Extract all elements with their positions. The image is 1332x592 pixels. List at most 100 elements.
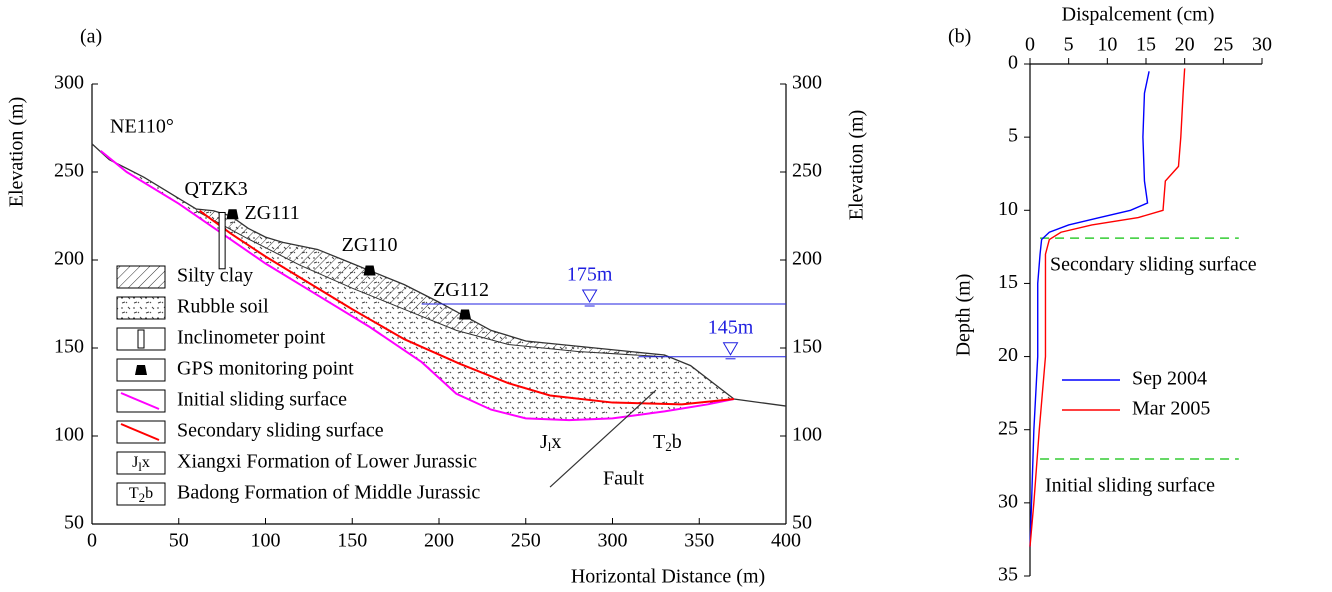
x-tick-label: 30 — [1252, 34, 1272, 56]
formation-symbol: J — [132, 454, 138, 471]
gps-label: ZG111 — [245, 202, 300, 224]
formation-suffix: b — [672, 431, 682, 453]
legend-line — [120, 423, 160, 441]
x-axis-label: Horizontal Distance (m) — [571, 566, 765, 588]
legend-label: Initial sliding surface — [177, 389, 347, 411]
x-tick-label: 5 — [1064, 34, 1074, 56]
x-axis-label: Dispalcement (cm) — [1062, 4, 1215, 26]
formation-suffix: b — [145, 485, 153, 502]
formation-symbol: J — [540, 431, 548, 453]
y-tick-label: 300 — [54, 72, 84, 94]
legend-swatch — [116, 265, 166, 289]
formation-subscript: l — [548, 439, 552, 454]
layer-interface — [195, 210, 665, 358]
legend-symbol: T2b — [129, 485, 153, 505]
gps-label: ZG110 — [342, 234, 398, 256]
gps-point — [226, 209, 239, 220]
y2-axis-label: Elevation (m) — [846, 110, 868, 221]
reference-label: Secondary sliding surface — [1050, 254, 1257, 276]
legend-label: Silty clay — [177, 265, 253, 287]
inclinometer-label: QTZK3 — [184, 178, 247, 200]
formation-label: T2b — [653, 431, 682, 454]
y2-tick-label: 200 — [792, 248, 822, 270]
legend-label: GPS monitoring point — [177, 358, 354, 380]
legend-line — [120, 392, 160, 410]
gps-label: ZG112 — [433, 279, 489, 301]
rubble-soil-area — [100, 150, 734, 421]
water-level-label: 175m — [567, 264, 613, 286]
legend-label: Mar 2005 — [1132, 398, 1210, 420]
y2-tick-label: 100 — [792, 424, 822, 446]
y-tick-label: 50 — [64, 512, 84, 534]
y-axis-label: Elevation (m) — [6, 97, 28, 208]
x-tick-label: 150 — [337, 530, 367, 552]
reference-label: Initial sliding surface — [1045, 475, 1215, 497]
y-tick-label: 30 — [998, 490, 1018, 512]
sliding-surface — [100, 150, 735, 422]
water-level-label: 145m — [708, 316, 754, 338]
y-tick-label: 10 — [998, 198, 1018, 220]
x-tick-label: 400 — [771, 530, 801, 552]
y-tick-label: 15 — [998, 271, 1018, 293]
y-tick-label: 250 — [54, 160, 84, 182]
water-symbol — [581, 289, 598, 303]
formation-suffix: x — [551, 431, 561, 453]
y2-tick-label: 250 — [792, 160, 822, 182]
formation-suffix: x — [142, 454, 150, 471]
x-tick-label: 15 — [1136, 34, 1156, 56]
y-axis-label: Depth (m) — [953, 274, 975, 357]
legend-symbol: Jlx — [132, 454, 150, 474]
gps-point — [459, 309, 472, 320]
x-tick-label: 350 — [684, 530, 714, 552]
legend-label: Sep 2004 — [1132, 368, 1207, 390]
legend-label: Secondary sliding surface — [177, 420, 384, 442]
legend-swatch — [116, 451, 166, 475]
water-symbol — [722, 342, 739, 356]
formation-symbol: T — [129, 485, 139, 502]
series-line — [1029, 71, 1150, 547]
formation-subscript: l — [138, 459, 142, 474]
y2-tick-label: 300 — [792, 72, 822, 94]
sliding-surface — [198, 209, 735, 406]
x-tick-label: 200 — [424, 530, 454, 552]
y-tick-label: 0 — [1008, 52, 1018, 74]
gps-point — [363, 265, 376, 276]
legend-label: Xiangxi Formation of Lower Jurassic — [177, 451, 477, 473]
y-tick-label: 200 — [54, 248, 84, 270]
formation-label: Jlx — [540, 431, 561, 454]
orientation: NE110° — [110, 116, 174, 138]
y2-tick-label: 150 — [792, 336, 822, 358]
x-tick-label: 10 — [1097, 34, 1117, 56]
x-tick-label: 25 — [1213, 34, 1233, 56]
legend-label: Rubble soil — [177, 296, 269, 318]
y2-tick-label: 50 — [792, 512, 812, 534]
fault-line — [549, 389, 657, 488]
legend-gps — [135, 365, 147, 375]
y-tick-label: 100 — [54, 424, 84, 446]
y-tick-label: 35 — [998, 564, 1018, 586]
panel-title: (b) — [948, 26, 971, 48]
x-tick-label: 100 — [251, 530, 281, 552]
y-tick-label: 5 — [1008, 125, 1018, 147]
formation-symbol: T — [653, 431, 665, 453]
x-tick-label: 250 — [511, 530, 541, 552]
formation-subscript: 2 — [139, 490, 146, 505]
legend-swatch — [116, 482, 166, 506]
inclinometer — [218, 211, 226, 270]
legend-swatch — [116, 296, 166, 320]
x-tick-label: 0 — [87, 530, 97, 552]
x-tick-label: 0 — [1025, 34, 1035, 56]
y-tick-label: 25 — [998, 417, 1018, 439]
ground-surface — [91, 143, 787, 407]
x-tick-label: 50 — [169, 530, 189, 552]
panel-title: (a) — [80, 26, 102, 48]
x-tick-label: 300 — [598, 530, 628, 552]
legend-label: Badong Formation of Middle Jurassic — [177, 482, 480, 504]
formation-subscript: 2 — [665, 439, 672, 454]
legend-inclinometer — [137, 329, 145, 349]
legend-label: Inclinometer point — [177, 327, 326, 349]
y-tick-label: 20 — [998, 344, 1018, 366]
fault-label: Fault — [603, 468, 645, 490]
series-line — [1029, 68, 1186, 547]
